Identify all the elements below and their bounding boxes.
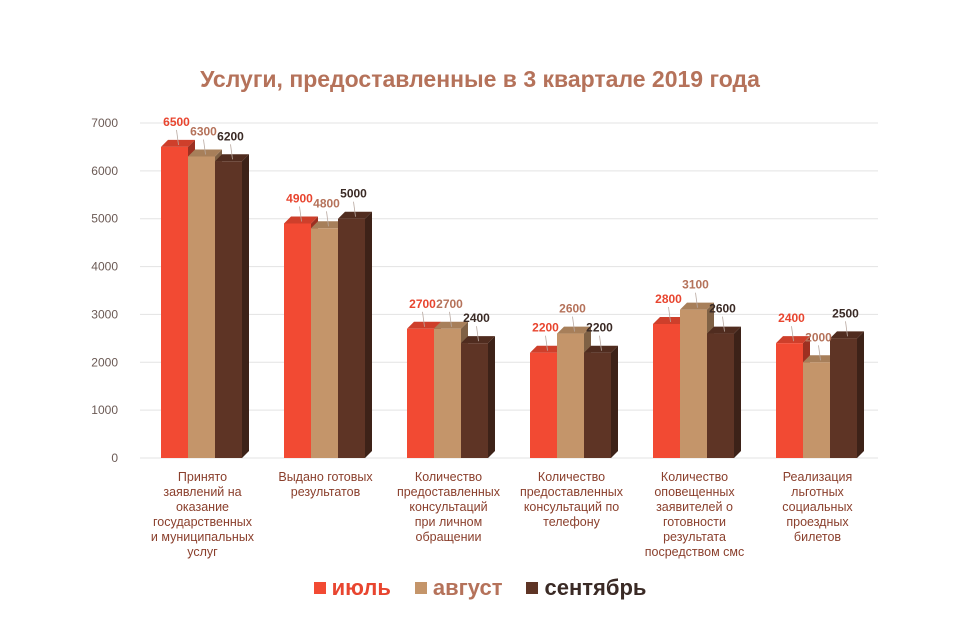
bar-июль: [776, 343, 803, 458]
label-leader: [545, 335, 548, 351]
value-label: 5000: [340, 187, 367, 201]
label-leader: [299, 206, 302, 222]
legend-label: июль: [331, 575, 391, 600]
bar-сентябрь: [461, 343, 488, 458]
legend-item-сентябрь: сентябрь: [526, 575, 646, 601]
bar-июль: [161, 146, 188, 458]
label-leader: [422, 311, 425, 327]
bar-июль: [530, 352, 557, 458]
bar-август: [188, 156, 215, 458]
value-label: 2700: [409, 297, 436, 311]
value-label: 2200: [586, 321, 613, 335]
legend-label: сентябрь: [544, 575, 647, 600]
value-label: 6200: [217, 129, 244, 143]
y-tick-label: 7000: [91, 116, 118, 130]
bar-side: [857, 331, 864, 458]
bar-август: [680, 309, 707, 458]
bar-июль: [284, 223, 311, 458]
label-leader: [449, 311, 452, 327]
y-axis-ticks: 0 1000 2000 3000 4000 5000 6000 7000: [91, 116, 118, 465]
label-leader: [476, 326, 479, 342]
value-label: 3100: [682, 278, 709, 292]
legend-item-август: август: [414, 575, 503, 601]
bar-сентябрь: [830, 338, 857, 458]
bars: [161, 139, 864, 459]
y-tick-label: 5000: [91, 212, 118, 226]
legend-label: август: [432, 575, 503, 600]
value-label: 6500: [163, 115, 190, 129]
y-tick-label: 6000: [91, 164, 118, 178]
bar-сентябрь: [338, 218, 365, 458]
value-label: 4800: [313, 196, 340, 210]
bar-август: [803, 362, 830, 458]
legend-swatch: [313, 582, 326, 594]
value-label: 2500: [832, 306, 859, 320]
y-tick-label: 4000: [91, 260, 118, 274]
category-label: Количество предоставленных консультаций по…: [520, 470, 624, 529]
y-tick-label: 1000: [91, 403, 118, 417]
value-label: 2400: [463, 311, 490, 325]
value-label: 2400: [778, 311, 805, 325]
label-leader: [326, 211, 329, 227]
value-label: 4900: [286, 192, 313, 206]
bar-side: [242, 154, 249, 459]
bar-сентябрь: [215, 161, 242, 459]
value-label: 2700: [436, 297, 463, 311]
label-leader: [845, 321, 848, 337]
label-leader: [599, 335, 602, 351]
bar-август: [557, 333, 584, 458]
bar-сентябрь: [707, 333, 734, 458]
bar-side: [365, 211, 372, 458]
x-axis-categories: Принято заявлений на оказание государственн…: [151, 470, 854, 559]
category-label: Количество оповещенных заявителей о готовно…: [645, 470, 744, 559]
legend: июль август сентябрь: [0, 574, 960, 601]
value-label: 2600: [559, 302, 586, 316]
category-label: Выдано готовых результатов: [278, 470, 373, 499]
category-label: Количество предоставленных консультаций при…: [397, 470, 501, 544]
legend-item-июль: июль: [313, 575, 391, 601]
label-leader: [818, 345, 821, 361]
legend-swatch: [526, 582, 539, 594]
bar-июль: [653, 324, 680, 458]
label-leader: [203, 139, 206, 155]
label-leader: [695, 292, 698, 308]
bar-сентябрь: [584, 352, 611, 458]
y-tick-label: 2000: [91, 355, 118, 369]
bar-side: [488, 336, 495, 458]
category-label: Реализация льготных социальных проездных бил…: [782, 470, 853, 544]
bar-август: [311, 228, 338, 458]
label-leader: [668, 306, 671, 323]
label-leader: [176, 129, 179, 145]
value-label: 2000: [805, 330, 832, 344]
label-leader: [572, 316, 575, 332]
label-leader: [722, 316, 725, 332]
value-label: 2800: [655, 292, 682, 306]
y-tick-label: 0: [111, 451, 118, 465]
y-tick-label: 3000: [91, 307, 118, 321]
label-leader: [353, 201, 356, 217]
bar-side: [734, 326, 741, 458]
grid-lines: [140, 122, 878, 459]
bar-август: [434, 328, 461, 458]
value-label: 6300: [190, 125, 217, 139]
value-label: 2600: [709, 302, 736, 316]
label-leader: [791, 326, 794, 342]
bar-side: [611, 345, 618, 458]
bar-июль: [407, 328, 434, 458]
chart-title: Услуги, предоставленные в 3 квартале 201…: [200, 66, 760, 92]
value-label: 2200: [532, 321, 559, 335]
label-leader: [230, 144, 233, 160]
category-label: Принято заявлений на оказание государственн…: [151, 470, 255, 559]
legend-swatch: [414, 582, 427, 594]
